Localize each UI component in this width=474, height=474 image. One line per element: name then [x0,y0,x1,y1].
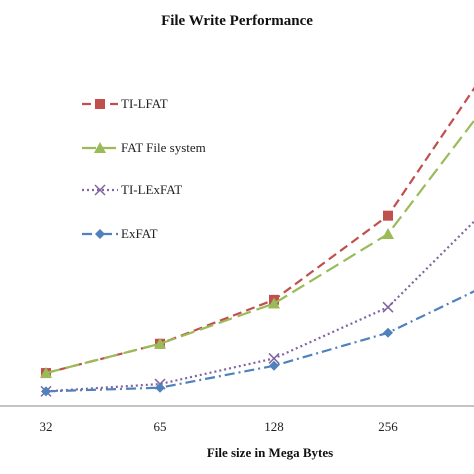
fat-file-system-point-3 [382,227,394,239]
legend-item-fat-file-system: FAT File system [82,140,206,155]
series-line-ti-lfat [45,86,474,375]
x-tick-label-65: 65 [154,419,167,434]
series-line-exfat [45,290,474,393]
legend-label-ti-lfat: TI-LFAT [121,96,168,111]
legend-item-exfat: ExFAT [82,226,158,241]
series-line-fat-file-system [45,118,474,375]
legend-item-ti-lfat: TI-LFAT [82,96,168,111]
chart-title: File Write Performance [161,13,313,29]
legend-label-exfat: ExFAT [121,226,158,241]
legend-label-ti-lexfat: TI-LExFAT [121,182,182,197]
x-axis-label: File size in Mega Bytes [207,445,333,460]
legend-item-ti-lexfat: TI-LExFAT [82,182,182,197]
series-ti-lfat [41,86,474,379]
x-tick-label-128: 128 [264,419,284,434]
x-tick-labels: 32 65 128 256 [40,419,399,434]
ti-lexfat-point-2 [268,352,280,364]
fat-file-system-point-1 [154,337,166,349]
ti-lexfat-point-3 [382,301,394,313]
exfat-point-2 [269,360,279,371]
ti-lfat-point-3 [383,210,393,221]
legend-fat-file-system-point-0 [94,142,106,153]
legend-ti-lfat-point-0 [95,99,105,109]
x-tick-label-256: 256 [378,419,398,434]
series-ti-lexfat [40,220,474,397]
legend-exfat-point-0 [95,229,105,239]
exfat-point-0 [41,386,51,397]
series-exfat [41,290,474,397]
legend: TI-LFAT FAT File system TI-LExFAT ExFAT [82,96,206,241]
series-line-ti-lexfat [45,220,474,393]
fat-file-system-point-2 [268,297,280,309]
exfat-point-1 [155,382,165,393]
legend-label-fat-file-system: FAT File system [121,140,206,155]
x-tick-label-32: 32 [40,419,53,434]
exfat-point-3 [383,327,393,338]
fat-file-system-point-0 [40,367,52,379]
series-layer [40,86,474,397]
legend-ti-lexfat-point-0 [94,184,106,196]
series-fat-file-system [40,118,474,379]
